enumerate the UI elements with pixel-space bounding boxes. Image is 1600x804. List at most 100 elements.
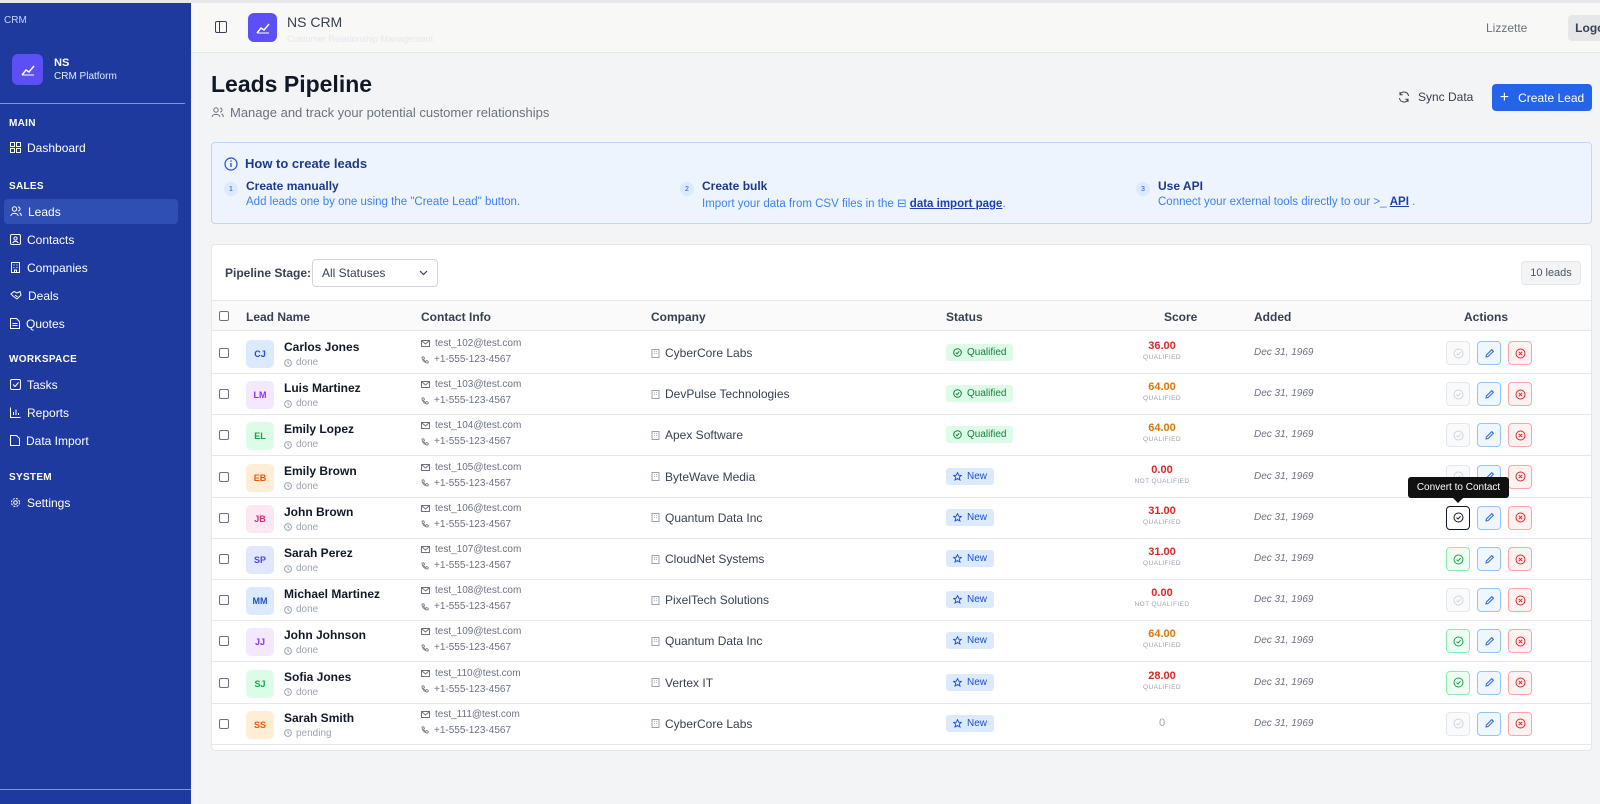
convert-to-contact-button[interactable] — [1446, 423, 1470, 448]
lead-task-status: done — [284, 604, 318, 615]
star-icon — [953, 677, 962, 687]
convert-to-contact-button[interactable] — [1446, 670, 1470, 695]
edit-lead-button[interactable] — [1477, 505, 1501, 530]
lead-name[interactable]: Carlos Jones — [284, 340, 360, 354]
row-checkbox[interactable] — [219, 389, 229, 400]
convert-to-contact-button[interactable] — [1446, 382, 1470, 407]
sidebar-item-contacts[interactable]: Contacts — [4, 227, 178, 252]
score-cell: 64.00 QUALIFIED — [1122, 628, 1202, 649]
star-icon — [953, 595, 962, 605]
delete-lead-button[interactable] — [1508, 505, 1532, 530]
contact-phone: +1-555-123-4567 — [421, 684, 511, 695]
convert-to-contact-button[interactable] — [1446, 711, 1470, 736]
status-text: New — [967, 676, 988, 688]
row-checkbox[interactable] — [219, 636, 229, 647]
phone-text: +1-555-123-4567 — [434, 395, 512, 407]
col-score[interactable]: Score — [1164, 310, 1198, 324]
lead-task-text: done — [296, 604, 319, 616]
edit-lead-button[interactable] — [1477, 588, 1501, 613]
lead-name[interactable]: Sarah Perez — [284, 546, 353, 560]
edit-lead-button[interactable] — [1477, 547, 1501, 571]
sidebar-toggle-icon[interactable] — [215, 20, 227, 38]
col-company[interactable]: Company — [651, 310, 706, 324]
contact-email: test_102@test.com — [421, 338, 521, 349]
lead-task-status: done — [284, 522, 318, 533]
edit-lead-button[interactable] — [1477, 670, 1501, 695]
mail-icon — [421, 710, 430, 718]
lead-name[interactable]: John Johnson — [284, 628, 366, 643]
delete-lead-button[interactable] — [1508, 382, 1532, 407]
row-checkbox[interactable] — [219, 554, 229, 564]
status-text: New — [967, 717, 988, 729]
pencil-icon — [1484, 636, 1494, 646]
create-lead-button[interactable]: + Create Lead — [1492, 84, 1592, 111]
delete-lead-button[interactable] — [1508, 341, 1532, 365]
sync-data-button[interactable]: Sync Data — [1398, 86, 1473, 108]
row-checkbox[interactable] — [219, 718, 229, 729]
step-heading: Use API — [1158, 179, 1203, 193]
company-cell: Vertex IT — [651, 676, 713, 690]
delete-lead-button[interactable] — [1508, 629, 1532, 654]
contact-email: test_107@test.com — [421, 544, 521, 555]
company-name: PixelTech Solutions — [665, 593, 770, 608]
sidebar-item-reports[interactable]: Reports — [4, 400, 178, 425]
data-import-link[interactable]: data import page — [909, 198, 1003, 210]
step-text-before: Import your data from CSV files in the — [702, 198, 894, 210]
info-title-text: How to create leads — [245, 156, 368, 171]
convert-to-contact-button[interactable] — [1446, 547, 1470, 571]
edit-lead-button[interactable] — [1477, 341, 1501, 365]
convert-to-contact-button[interactable] — [1446, 341, 1470, 365]
edit-lead-button[interactable] — [1477, 711, 1501, 736]
pipeline-stage-select[interactable]: All Statuses — [312, 259, 438, 287]
edit-lead-button[interactable] — [1477, 629, 1501, 654]
lead-name[interactable]: Emily Lopez — [284, 422, 355, 437]
lead-name[interactable]: John Brown — [284, 504, 354, 519]
logout-button[interactable]: Logout — [1568, 15, 1600, 41]
sidebar-item-settings[interactable]: Settings — [4, 490, 178, 515]
edit-lead-button[interactable] — [1477, 423, 1501, 448]
lead-name[interactable]: Emily Brown — [284, 463, 357, 478]
col-status[interactable]: Status — [946, 310, 983, 324]
lead-task-status: done — [284, 645, 318, 656]
row-checkbox[interactable] — [219, 430, 229, 441]
sidebar-item-quotes[interactable]: Quotes — [4, 311, 178, 336]
api-link[interactable]: API — [1389, 196, 1409, 208]
phone-text: +1-555-123-4567 — [434, 436, 512, 448]
delete-lead-button[interactable] — [1508, 670, 1532, 695]
email-text: test_108@test.com — [435, 585, 522, 597]
row-checkbox[interactable] — [219, 471, 229, 482]
delete-lead-button[interactable] — [1508, 423, 1532, 448]
added-date: Dec 31, 1969 — [1254, 676, 1314, 688]
lead-name[interactable]: Sofia Jones — [284, 669, 352, 684]
mail-icon — [421, 463, 430, 471]
row-checkbox[interactable] — [219, 512, 229, 523]
row-checkbox[interactable] — [219, 348, 229, 358]
contact-email: test_110@test.com — [421, 668, 521, 679]
added-date: Dec 31, 1969 — [1254, 429, 1314, 441]
sidebar-item-dashboard[interactable]: Dashboard — [4, 135, 178, 160]
convert-to-contact-button[interactable] — [1446, 505, 1470, 530]
sidebar-item-deals[interactable]: Deals — [4, 283, 178, 308]
lead-name[interactable]: Michael Martinez — [284, 587, 381, 602]
sidebar-item-data-import[interactable]: Data Import — [4, 428, 178, 453]
col-added[interactable]: Added — [1254, 310, 1292, 324]
convert-to-contact-button[interactable] — [1446, 588, 1470, 613]
edit-lead-button[interactable] — [1477, 382, 1501, 407]
sidebar-item-tasks[interactable]: Tasks — [4, 372, 178, 397]
sidebar-item-leads[interactable]: Leads — [4, 199, 178, 224]
lead-name[interactable]: Sarah Smith — [284, 710, 355, 725]
sidebar-item-companies[interactable]: Companies — [4, 255, 178, 280]
delete-lead-button[interactable] — [1508, 588, 1532, 613]
col-lead-name[interactable]: Lead Name — [246, 310, 311, 324]
convert-to-contact-button[interactable] — [1446, 629, 1470, 654]
x-circle-icon — [1515, 348, 1525, 358]
email-text: test_105@test.com — [435, 461, 522, 473]
section-workspace: WORKSPACE — [9, 354, 78, 365]
delete-lead-button[interactable] — [1508, 464, 1532, 489]
delete-lead-button[interactable] — [1508, 547, 1532, 571]
select-all-checkbox[interactable] — [219, 311, 229, 321]
delete-lead-button[interactable] — [1508, 711, 1532, 736]
row-checkbox[interactable] — [219, 595, 229, 606]
lead-name[interactable]: Luis Martinez — [284, 381, 361, 396]
row-checkbox[interactable] — [219, 677, 229, 688]
